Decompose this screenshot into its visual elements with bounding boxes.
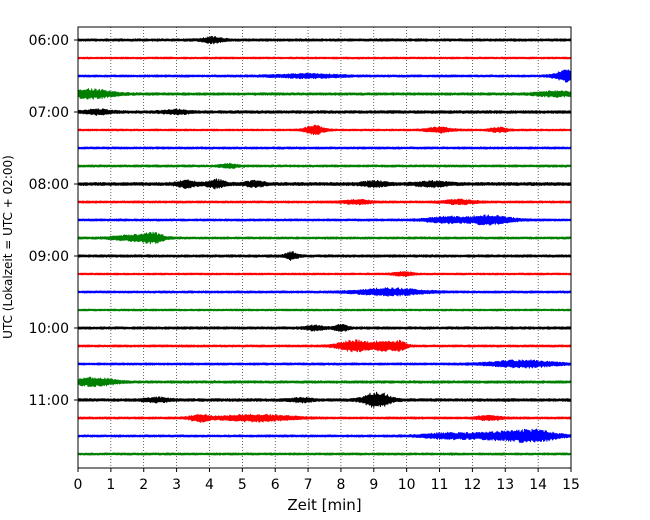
y-tick-label-0900: 09:00 [29,249,69,265]
plot-frame [77,26,572,469]
y-axis-ticks: 06:00 07:00 08:00 09:00 10:00 11:00 [29,33,78,409]
x-axis-ticks: 0 1 2 3 4 5 6 7 8 9 10 11 12 13 14 15 [74,468,580,493]
x-tick-label-0: 0 [74,477,83,493]
y-tick-label-0700: 07:00 [29,105,69,121]
x-tick-label-3: 3 [172,477,181,493]
trace-0615 [77,56,572,60]
trace-0730 [77,146,572,150]
trace-1015 [77,339,572,353]
trace-0800 [77,178,572,190]
x-tick-label-10: 10 [398,477,416,493]
trace-0945 [77,308,572,312]
x-tick-label-4: 4 [205,477,214,493]
trace-1030 [77,359,572,369]
seismic-traces [77,35,572,456]
x-tick-label-2: 2 [139,477,148,493]
trace-0745 [77,162,572,169]
y-axis-label: UTC (Lokalzeit = UTC + 02:00) [1,155,15,339]
x-tick-label-12: 12 [463,477,481,493]
trace-0830 [77,214,572,226]
x-tick-label-5: 5 [238,477,247,493]
x-axis-label: Zeit [min] [287,496,361,514]
x-tick-label-9: 9 [369,477,378,493]
trace-0930 [77,287,572,297]
trace-0845 [77,231,572,245]
trace-0645 [77,88,572,100]
y-tick-label-1100: 11:00 [29,393,69,409]
trace-1115 [77,413,572,423]
trace-0815 [77,198,572,206]
y-tick-label-0800: 08:00 [29,177,69,193]
trace-1100 [77,391,572,408]
x-tick-label-11: 11 [431,477,449,493]
trace-1000 [77,323,572,332]
x-tick-label-1: 1 [106,477,115,493]
x-tick-label-8: 8 [336,477,345,493]
trace-0630 [77,69,572,83]
y-tick-label-0600: 06:00 [29,33,69,49]
x-tick-label-7: 7 [304,477,313,493]
x-tick-label-6: 6 [271,477,280,493]
trace-1045 [77,376,572,388]
y-tick-label-1000: 10:00 [29,321,69,337]
trace-0915 [77,271,572,278]
trace-0715 [77,124,572,136]
trace-1130 [77,428,572,444]
x-tick-label-15: 15 [562,477,580,493]
trace-0700 [77,108,572,116]
trace-1145 [77,452,572,456]
x-tick-label-13: 13 [496,477,514,493]
trace-0600 [77,35,572,45]
x-tick-label-14: 14 [529,477,547,493]
trace-0900 [77,251,572,261]
